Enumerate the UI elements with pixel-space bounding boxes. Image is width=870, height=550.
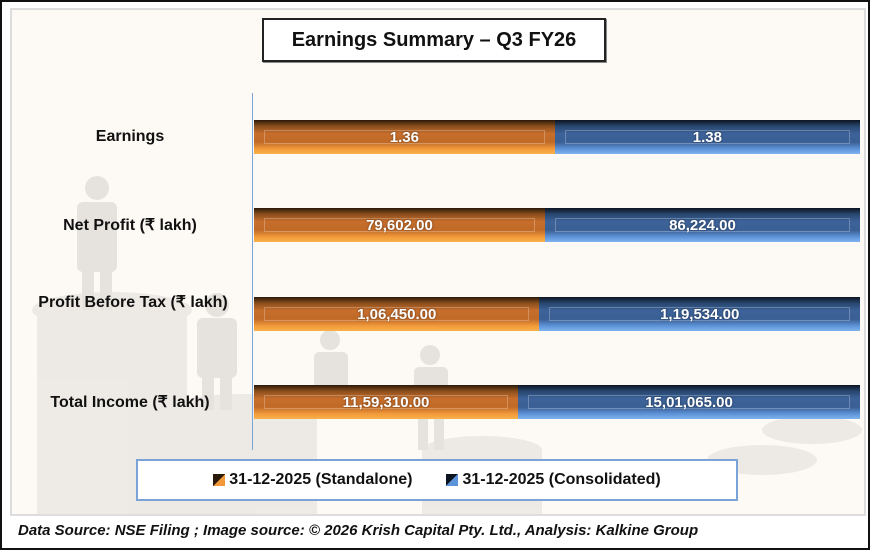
bar-consolidated: 86,224.00 <box>544 208 860 242</box>
data-label: 86,224.00 <box>669 216 736 234</box>
legend-label: 31-12-2025 (Standalone) <box>229 471 413 488</box>
category-label: Total Income (₹ lakh) <box>50 394 210 411</box>
bar-consolidated: 1.38 <box>554 120 860 154</box>
legend-label: 31-12-2025 (Consolidated) <box>462 471 661 488</box>
bar-row: 79,602.00 86,224.00 <box>254 208 860 242</box>
bar-consolidated: 1,19,534.00 <box>539 297 860 331</box>
legend: 31-12-2025 (Standalone) 31-12-2025 (Cons… <box>136 459 738 501</box>
data-label: 1.38 <box>692 128 722 146</box>
category-label: Earnings <box>95 128 165 145</box>
category-axis-line <box>252 93 253 450</box>
source-note: Data Source: NSE Filing ; Image source: … <box>18 522 699 539</box>
bar-standalone: 1.36 <box>254 120 555 154</box>
data-label: 1,19,534.00 <box>660 305 740 323</box>
background-illustration <box>32 176 862 514</box>
bar-row: 11,59,310.00 15,01,065.00 <box>254 385 860 419</box>
chart-area <box>10 8 866 516</box>
bar-consolidated: 15,01,065.00 <box>518 385 860 419</box>
legend-swatch-icon <box>446 474 459 486</box>
bar-row: 1.36 1.38 <box>254 120 860 154</box>
bar-standalone: 11,59,310.00 <box>254 385 519 419</box>
data-label: 11,59,310.00 <box>342 393 430 411</box>
data-label: 79,602.00 <box>366 216 433 234</box>
data-label: 1,06,450.00 <box>357 305 437 323</box>
category-label: Profit Before Tax (₹ lakh) <box>38 294 228 311</box>
bar-standalone: 1,06,450.00 <box>254 297 540 331</box>
legend-swatch-icon <box>213 474 226 486</box>
data-label: 15,01,065.00 <box>645 393 733 411</box>
data-label: 1.36 <box>389 128 419 146</box>
chart-title: Earnings Summary – Q3 FY26 <box>262 18 606 62</box>
legend-item-standalone[interactable]: 31-12-2025 (Standalone) <box>213 471 412 489</box>
bar-standalone: 79,602.00 <box>254 208 545 242</box>
bar-row: 1,06,450.00 1,19,534.00 <box>254 297 860 331</box>
legend-item-consolidated[interactable]: 31-12-2025 (Consolidated) <box>446 471 661 489</box>
category-label: Net Profit (₹ lakh) <box>63 217 197 234</box>
